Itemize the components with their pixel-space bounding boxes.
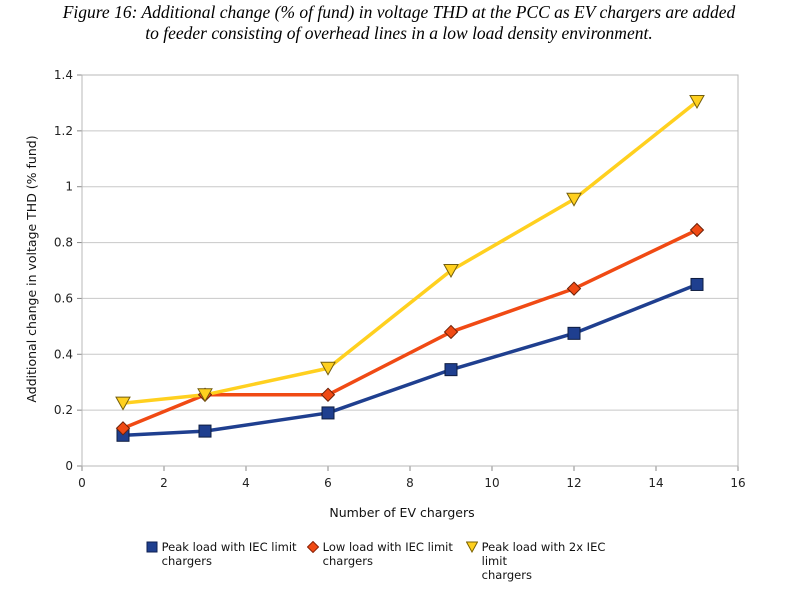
- y-tick-label: 1: [65, 180, 73, 194]
- legend-marker-square: [146, 541, 158, 553]
- y-tick-label: 1.4: [54, 68, 73, 82]
- y-tick-label: 0.6: [54, 291, 73, 305]
- legend-label-line2: chargers: [322, 554, 373, 568]
- data-point-square: [321, 406, 335, 420]
- data-point-triangle: [443, 264, 459, 279]
- data-point-diamond: [689, 222, 705, 238]
- y-tick-labels: 0 0.2 0.4 0.6 0.8 1 1.2 1.4: [54, 68, 73, 473]
- data-point-triangle: [566, 192, 582, 207]
- x-tick-label: 16: [730, 476, 745, 490]
- gridlines: [82, 74, 738, 467]
- legend-marker-triangle: [465, 541, 479, 554]
- y-tick-label: 0.2: [54, 403, 73, 417]
- legend-label-peak-2x-iec: Peak load with 2x IEC limit chargers: [482, 540, 632, 582]
- legend-marker-diamond: [306, 540, 320, 554]
- legend-label-line1: Low load with IEC limit: [322, 540, 453, 554]
- data-point-square: [444, 363, 458, 377]
- data-point-diamond: [566, 281, 582, 296]
- x-tick-label: 6: [324, 476, 332, 490]
- x-tick-label: 8: [406, 476, 414, 490]
- data-point-triangle: [689, 95, 705, 110]
- data-point-diamond: [443, 324, 459, 340]
- caption-line-2: to feeder consisting of overhead lines i…: [145, 23, 653, 43]
- series-line-3: [121, 99, 699, 405]
- series-line-2: [121, 228, 699, 431]
- x-tick-label: 4: [242, 476, 250, 490]
- y-tick-label: 0.4: [54, 347, 73, 361]
- plot-frame: [81, 74, 739, 467]
- y-axis-title: Additional change in voltage THD (% fund…: [24, 135, 39, 402]
- x-tick-label: 14: [648, 476, 663, 490]
- legend-item-peak-iec: Peak load with IEC limit chargers: [146, 540, 316, 568]
- x-tick-label: 2: [160, 476, 168, 490]
- legend-label-line2: chargers: [481, 568, 532, 582]
- legend-label-peak-iec: Peak load with IEC limit chargers: [162, 540, 312, 568]
- data-point-triangle: [115, 396, 131, 411]
- data-point-square: [198, 424, 212, 438]
- data-point-diamond: [320, 387, 336, 402]
- line-chart: 0 2 4 6 8 10 12 14 16 0 0.2 0.4 0.6 0.8 1 1.2 1.4 Numbe…: [24, 68, 746, 520]
- legend-label-line2: chargers: [161, 554, 212, 568]
- data-point-diamond: [115, 421, 131, 436]
- legend-label-line1: Peak load with IEC limit: [161, 540, 297, 554]
- data-point-square: [690, 277, 704, 291]
- x-axis-title: Number of EV chargers: [329, 505, 474, 520]
- caption-line-1: Figure 16: Additional change (% of fund)…: [62, 2, 736, 22]
- figure-caption: Figure 16: Additional change (% of fund)…: [0, 2, 798, 44]
- data-point-triangle: [197, 388, 213, 403]
- x-tick-labels: 0 2 4 6 8 10 12 14 16: [78, 476, 745, 490]
- x-tick-label: 0: [78, 476, 86, 490]
- data-point-triangle: [320, 361, 336, 376]
- x-tick-label: 10: [484, 476, 499, 490]
- y-tick-label: 0: [65, 459, 73, 473]
- data-point-square: [567, 326, 581, 340]
- legend-label-line1: Peak load with 2x IEC limit: [481, 540, 606, 568]
- y-tick-label: 0.8: [54, 236, 73, 250]
- series-line-1: [121, 282, 699, 438]
- legend-label-low-iec: Low load with IEC limit chargers: [323, 540, 473, 568]
- series-markers: [115, 95, 705, 442]
- axes: [77, 74, 739, 471]
- legend-item-low-iec: Low load with IEC limit chargers: [306, 540, 477, 568]
- x-tick-label: 12: [566, 476, 581, 490]
- legend-item-peak-2x-iec: Peak load with 2x IEC limit chargers: [465, 540, 636, 582]
- y-tick-label: 1.2: [54, 124, 73, 138]
- series-lines: [121, 99, 699, 438]
